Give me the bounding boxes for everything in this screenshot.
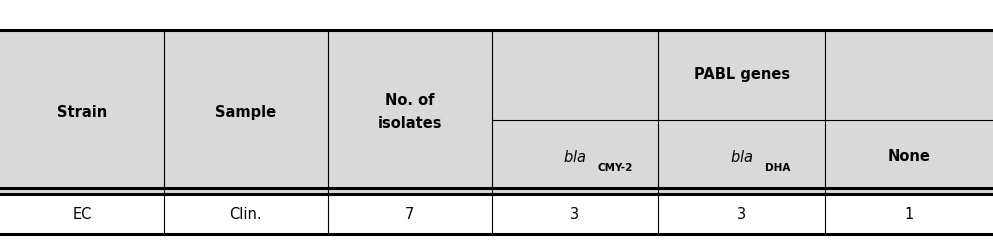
Text: Strain: Strain xyxy=(57,105,107,120)
Text: EC: EC xyxy=(72,207,91,222)
Text: Clin.: Clin. xyxy=(229,207,262,222)
Text: $\mathit{bla}$: $\mathit{bla}$ xyxy=(730,149,754,165)
Text: $\mathit{bla}$: $\mathit{bla}$ xyxy=(563,149,587,165)
Bar xyxy=(0,30,993,194)
Bar xyxy=(0,194,993,234)
Text: 3: 3 xyxy=(737,207,747,222)
Text: 7: 7 xyxy=(405,207,414,222)
Text: Sample: Sample xyxy=(215,105,276,120)
Text: PABL genes: PABL genes xyxy=(694,67,790,82)
Text: 3: 3 xyxy=(570,207,580,222)
Text: No. of
isolates: No. of isolates xyxy=(377,93,442,131)
Text: CMY-2: CMY-2 xyxy=(598,163,634,173)
Text: DHA: DHA xyxy=(765,163,790,173)
Text: 1: 1 xyxy=(905,207,914,222)
Text: None: None xyxy=(888,149,930,164)
